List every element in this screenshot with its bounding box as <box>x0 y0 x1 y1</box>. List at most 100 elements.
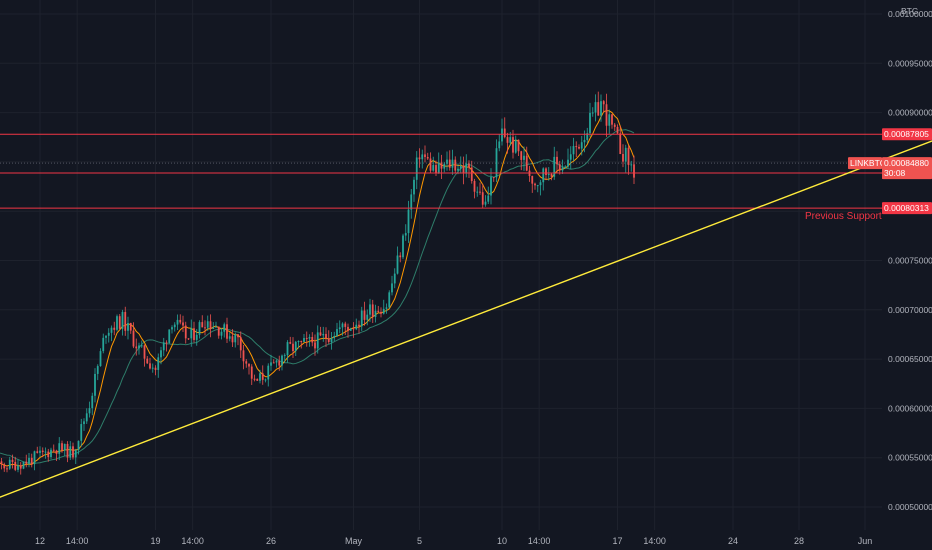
candle-body <box>586 133 589 140</box>
time-tick-label: 24 <box>728 536 738 546</box>
candle-body <box>17 465 19 470</box>
candle-body <box>514 139 517 153</box>
candle-body <box>41 450 44 452</box>
candle-body <box>432 165 435 171</box>
candle-body <box>338 327 341 330</box>
candle-body <box>575 146 578 148</box>
price-tick-label: 0.00100000 <box>888 9 932 19</box>
candle-body <box>600 101 602 116</box>
candle-body <box>330 338 333 343</box>
candle-body <box>424 154 426 157</box>
candle-body <box>88 408 91 414</box>
candle-body <box>325 333 327 339</box>
time-tick-label: Jun <box>858 536 873 546</box>
candle-body <box>363 310 366 320</box>
candle-body <box>426 156 429 159</box>
price-badges: 0.000878050.000838760.00080313LINKBTC0.0… <box>848 128 932 215</box>
candle-body <box>264 379 267 381</box>
candle-body <box>160 350 162 358</box>
candle-body <box>135 346 138 349</box>
candle-body <box>336 329 338 337</box>
candle-body <box>14 461 17 470</box>
candle-body <box>435 165 437 174</box>
candle-body <box>377 310 380 312</box>
candle-body <box>506 137 509 143</box>
candle-body <box>55 450 58 454</box>
time-tick-label: 5 <box>417 536 422 546</box>
candle-body <box>319 332 322 336</box>
candle-body <box>50 449 52 458</box>
candle-body <box>349 328 352 331</box>
candle-body <box>22 461 25 469</box>
candle-body <box>239 337 242 351</box>
candle-body <box>547 173 550 175</box>
candle-body <box>484 201 487 205</box>
grid <box>0 0 882 530</box>
candle-body <box>146 358 149 364</box>
candle-body <box>523 155 525 160</box>
candle-body <box>184 325 187 339</box>
symbol-label: LINKBTC <box>850 158 886 168</box>
candle-body <box>347 326 349 331</box>
candle-body <box>259 373 261 381</box>
candle-body <box>509 137 512 143</box>
candle-body <box>110 327 113 333</box>
candle-body <box>209 321 212 329</box>
candle-body <box>91 395 94 409</box>
candle-body <box>352 328 355 330</box>
candle-body <box>594 102 597 113</box>
candle-body <box>443 163 446 169</box>
candle-body <box>102 337 105 352</box>
candle-body <box>162 342 165 351</box>
candle-body <box>602 101 605 105</box>
time-axis[interactable]: 12 14:00 19 14:00 26 May 5 10 14:00 17 14:00 24 28 Ju… <box>35 536 932 546</box>
candle-body <box>33 451 36 465</box>
time-tick-label: 14:00 <box>528 536 551 546</box>
candle-body <box>305 338 308 340</box>
candle-body <box>534 183 536 186</box>
candle-body <box>237 334 239 338</box>
candle-body <box>495 148 498 178</box>
candle-body <box>498 141 501 149</box>
ascending-trendline[interactable] <box>0 122 932 507</box>
candle-body <box>399 255 402 258</box>
time-tick-label: 14:00 <box>66 536 89 546</box>
candle-body <box>569 154 572 160</box>
candle-body <box>253 378 256 380</box>
candle-body <box>245 361 248 364</box>
candle-body <box>151 367 154 369</box>
candle-body <box>404 233 407 236</box>
candle-body <box>380 311 382 314</box>
candle-body <box>154 367 157 370</box>
candle-body <box>223 324 226 332</box>
time-tick-label: 26 <box>266 536 276 546</box>
candle-body <box>360 310 363 327</box>
trendline-layer[interactable] <box>0 122 932 507</box>
candle-body <box>278 360 281 366</box>
candle-body <box>292 343 294 352</box>
candle-body <box>3 464 6 469</box>
candle-body <box>52 449 55 451</box>
price-tick-label: 0.00065000 <box>888 354 932 364</box>
horizontal-levels[interactable] <box>0 133 882 209</box>
candle-body <box>19 465 22 469</box>
candle-body <box>437 162 440 174</box>
candle-body <box>215 326 217 328</box>
candle-body <box>481 192 484 205</box>
candle-body <box>457 168 459 171</box>
candle-body <box>358 324 360 327</box>
candle-body <box>578 146 580 149</box>
candle-body <box>217 326 220 336</box>
candle-body <box>267 365 270 380</box>
candle-body <box>173 324 176 328</box>
candle-body <box>256 378 259 381</box>
candle-body <box>231 336 234 343</box>
candle-body <box>542 168 545 183</box>
candle-body <box>468 163 470 168</box>
candle-body <box>228 336 231 339</box>
candle-body <box>61 443 63 451</box>
candle-body <box>198 322 201 335</box>
candle-body <box>281 355 283 366</box>
